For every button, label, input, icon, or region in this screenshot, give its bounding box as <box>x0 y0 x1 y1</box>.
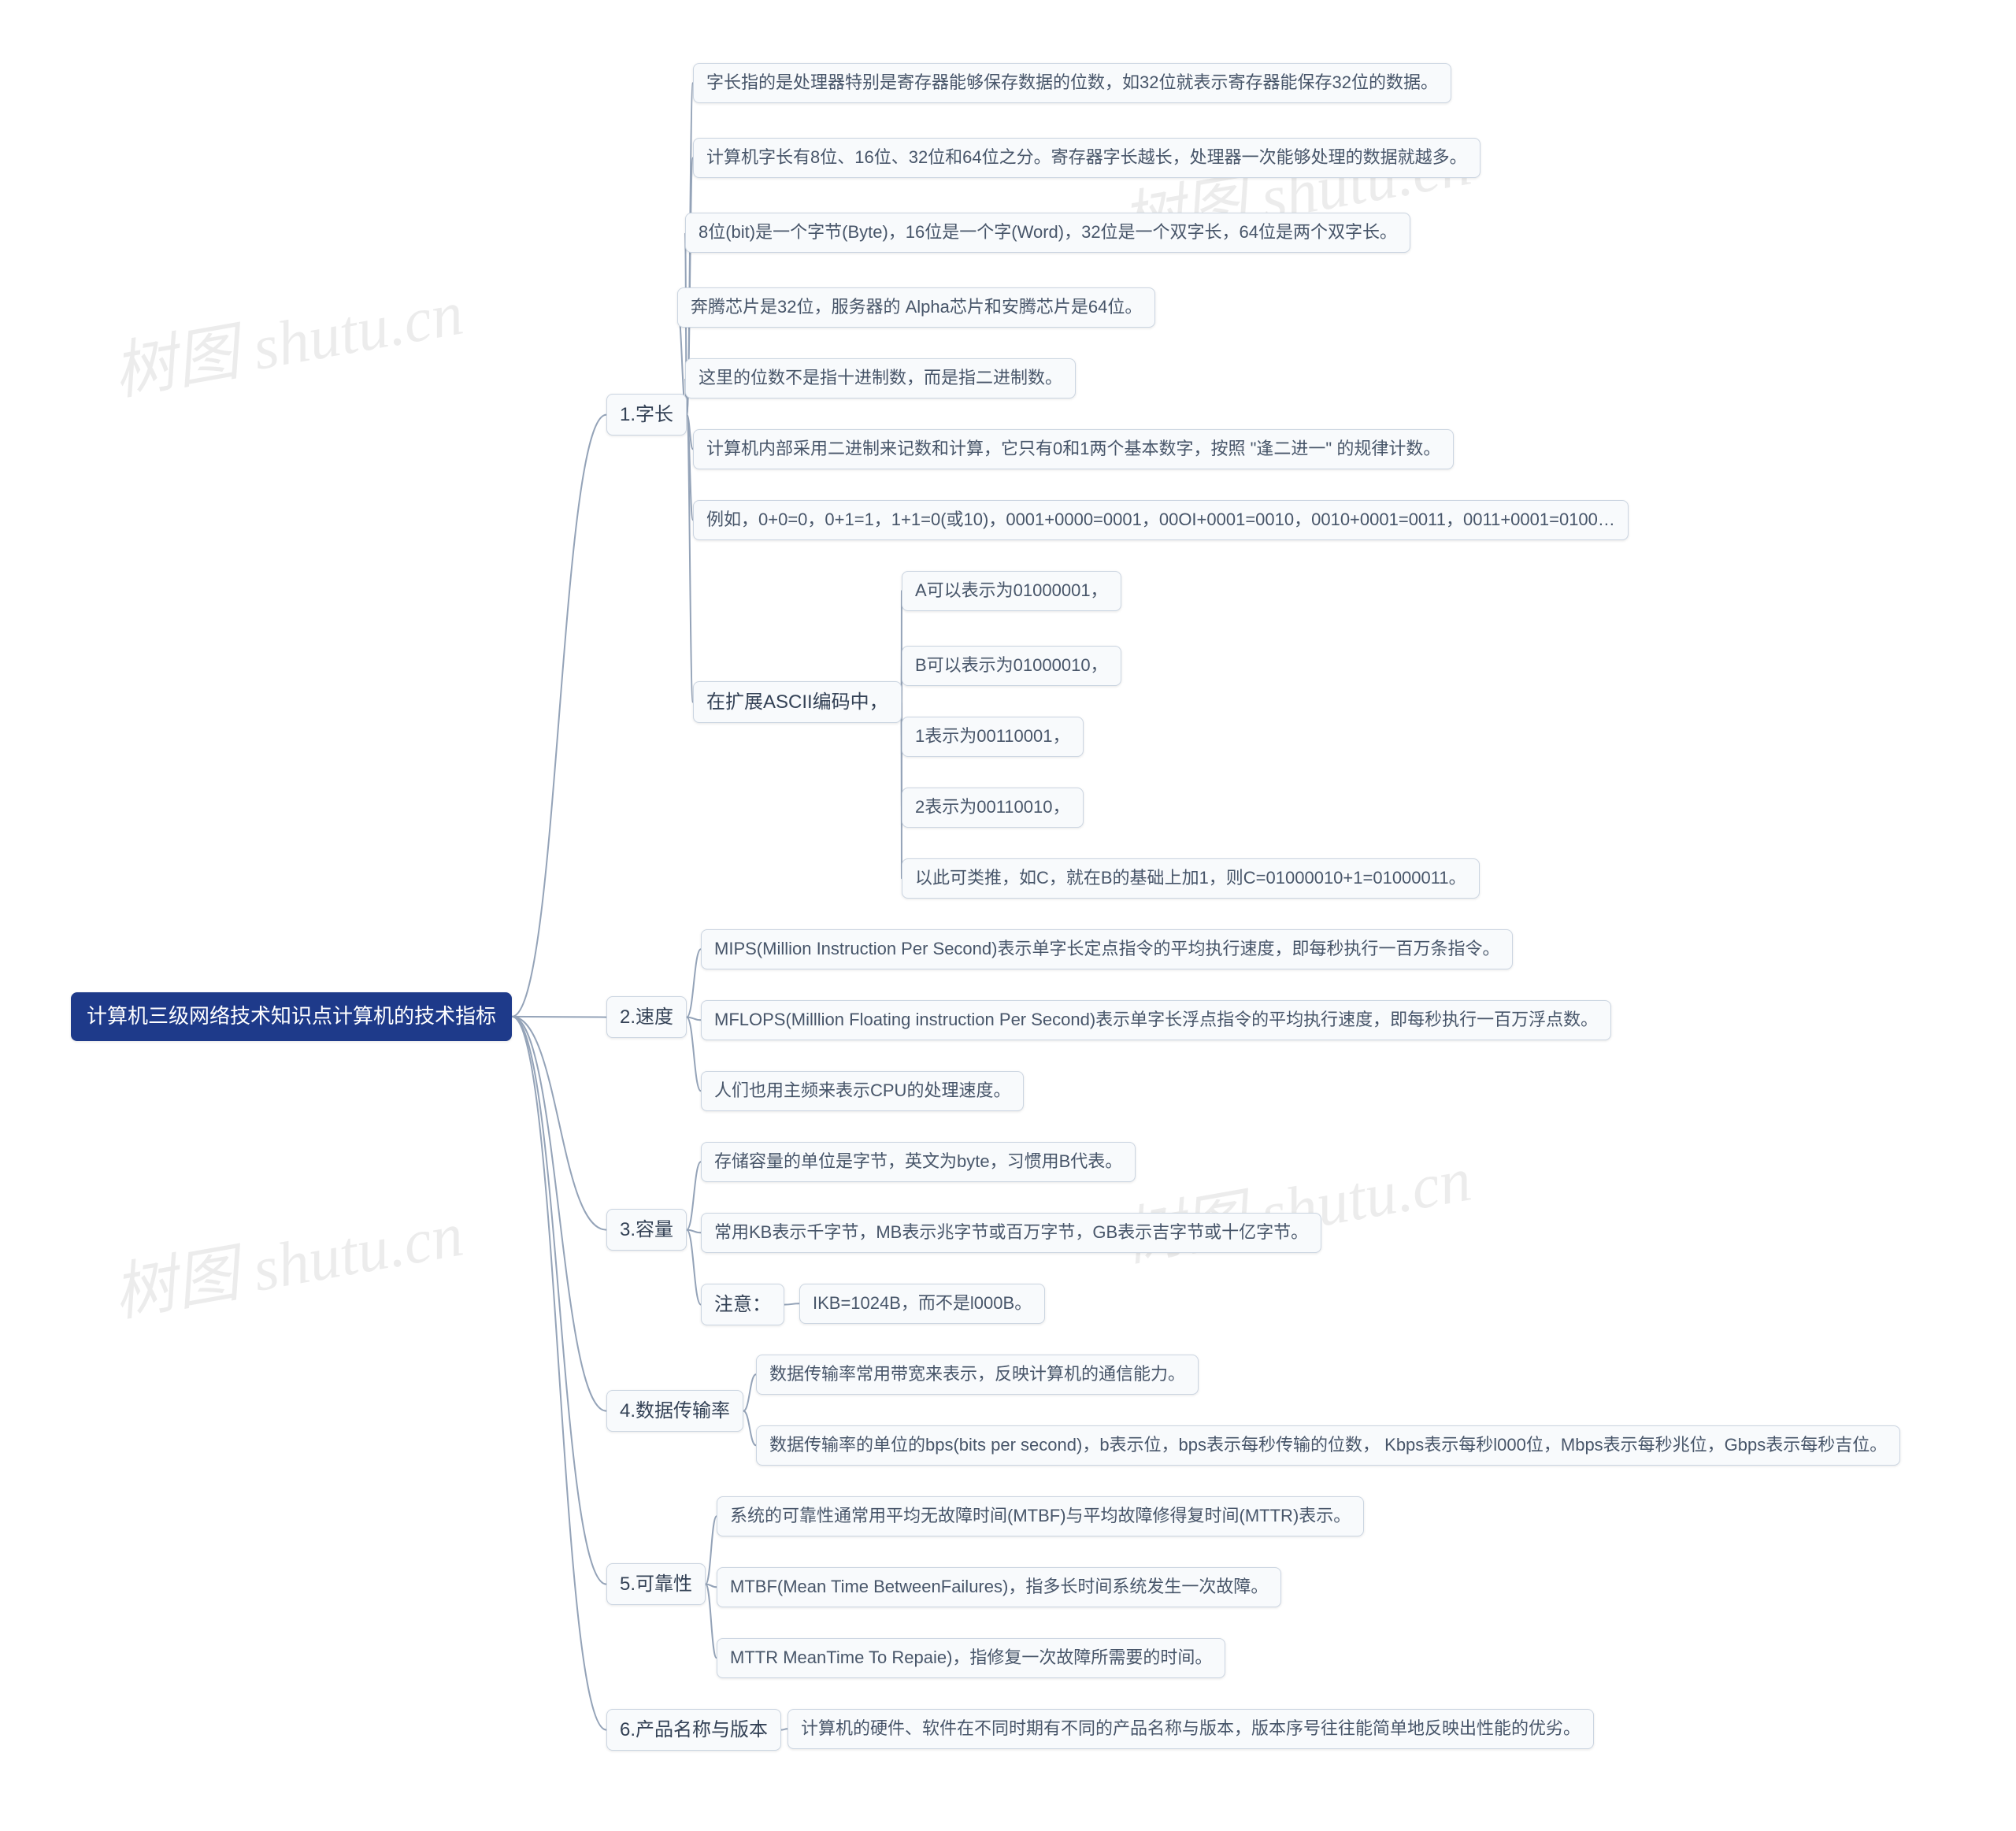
leaf[interactable]: 字长指的是处理器特别是寄存器能够保存数据的位数，如32位就表示寄存器能保存32位… <box>693 63 1451 103</box>
branch-transfer-rate[interactable]: 4.数据传输率 <box>606 1390 743 1432</box>
leaf[interactable]: 人们也用主频来表示CPU的处理速度。 <box>701 1071 1024 1111</box>
leaf[interactable]: 计算机字长有8位、16位、32位和64位之分。寄存器字长越长，处理器一次能够处理… <box>693 138 1480 178</box>
branch-speed[interactable]: 2.速度 <box>606 996 687 1038</box>
watermark: 树图 shutu.cn <box>1113 1128 1477 1279</box>
leaf[interactable]: MIPS(Million Instruction Per Second)表示单字… <box>701 929 1513 969</box>
branch-note[interactable]: 注意： <box>701 1284 784 1325</box>
leaf[interactable]: MTBF(Mean Time BetweenFailures)，指多长时间系统发… <box>717 1567 1281 1607</box>
leaf[interactable]: 数据传输率常用带宽来表示，反映计算机的通信能力。 <box>756 1355 1199 1395</box>
leaf[interactable]: 8位(bit)是一个字节(Byte)，16位是一个字(Word)，32位是一个双… <box>685 213 1410 253</box>
leaf[interactable]: 2表示为00110010， <box>902 788 1084 828</box>
leaf[interactable]: 以此可类推，如C，就在B的基础上加1，则C=01000010+1=0100001… <box>902 858 1480 899</box>
leaf[interactable]: MTTR MeanTime To Repaie)，指修复一次故障所需要的时间。 <box>717 1638 1225 1678</box>
branch-capacity[interactable]: 3.容量 <box>606 1209 687 1251</box>
leaf[interactable]: B可以表示为01000010， <box>902 646 1121 686</box>
leaf[interactable]: 这里的位数不是指十进制数，而是指二进制数。 <box>685 358 1076 398</box>
branch-word-length[interactable]: 1.字长 <box>606 394 687 436</box>
branch-ascii[interactable]: 在扩展ASCII编码中， <box>693 681 902 723</box>
leaf[interactable]: 存储容量的单位是字节，英文为byte，习惯用B代表。 <box>701 1142 1136 1182</box>
leaf[interactable]: 计算机的硬件、软件在不同时期有不同的产品名称与版本，版本序号往往能简单地反映出性… <box>788 1709 1594 1749</box>
leaf[interactable]: IKB=1024B，而不是l000B。 <box>799 1284 1045 1324</box>
leaf[interactable]: 数据传输率的单位的bps(bits per second)，b表示位，bps表示… <box>756 1425 1900 1466</box>
leaf[interactable]: 1表示为00110001， <box>902 717 1084 757</box>
root-node[interactable]: 计算机三级网络技术知识点计算机的技术指标 <box>71 992 512 1041</box>
leaf[interactable]: 计算机内部采用二进制来记数和计算，它只有0和1两个基本数字，按照 "逢二进一" … <box>693 429 1454 469</box>
mindmap-canvas: 树图 shutu.cn 树图 shutu.cn 树图 shutu.cn 树图 s… <box>0 0 2016 1831</box>
leaf[interactable]: A可以表示为01000001， <box>902 571 1121 611</box>
branch-product-version[interactable]: 6.产品名称与版本 <box>606 1709 781 1751</box>
leaf[interactable]: 例如，0+0=0，0+1=1，1+1=0(或10)，0001+0000=0001… <box>693 500 1629 540</box>
leaf[interactable]: MFLOPS(Milllion Floating instruction Per… <box>701 1000 1611 1040</box>
branch-reliability[interactable]: 5.可靠性 <box>606 1563 706 1605</box>
leaf[interactable]: 系统的可靠性通常用平均无故障时间(MTBF)与平均故障修得复时间(MTTR)表示… <box>717 1496 1364 1536</box>
watermark: 树图 shutu.cn <box>105 261 469 413</box>
connectors-layer <box>0 0 2016 1831</box>
leaf[interactable]: 奔腾芯片是32位，服务器的 Alpha芯片和安腾芯片是64位。 <box>677 287 1155 328</box>
leaf[interactable]: 常用KB表示千字节，MB表示兆字节或百万字节，GB表示吉字节或十亿字节。 <box>701 1213 1321 1253</box>
watermark: 树图 shutu.cn <box>105 1183 469 1334</box>
